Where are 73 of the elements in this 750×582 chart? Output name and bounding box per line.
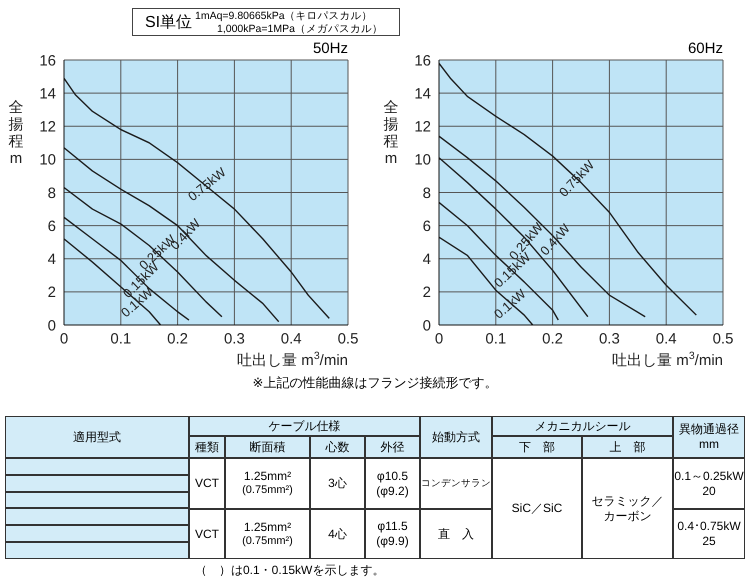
x-tick-label: 0.3 (224, 330, 245, 348)
text: 上 部 (610, 440, 646, 454)
text: 異物通過径 (679, 422, 739, 437)
text: メカニカルシール (534, 418, 630, 434)
x-tick-label: 0 (60, 330, 68, 348)
text: 下 部 (519, 440, 555, 454)
y-tick-label: 8 (48, 184, 56, 202)
text: 0.1～0.25kW (674, 468, 744, 484)
text: 20 (702, 484, 716, 498)
y-tick-label: 4 (48, 251, 56, 268)
text: φ10.5 (376, 468, 408, 484)
x-tick-label: 0.2 (542, 330, 564, 348)
text: (0.75mm²) (242, 534, 293, 548)
text: 0.4･0.75kW (677, 519, 741, 534)
text: （ ）は0.1・0.15kWを示します。 (195, 562, 384, 579)
text: SiC／SiC (512, 501, 562, 516)
y-tick-label: 0 (422, 317, 431, 334)
y-tick-label: 10 (39, 152, 56, 169)
text: 始動方式 (432, 430, 480, 444)
y-tick-label: 14 (414, 85, 431, 102)
y-tick-label: 4 (422, 251, 431, 268)
text: φ11.5 (377, 519, 408, 534)
text: 1mAq=9.80665kPa（キロパスカル） (195, 9, 373, 23)
chart-title: 60Hz (688, 40, 723, 57)
x-tick-label: 0.5 (338, 330, 358, 348)
chart-title: 50Hz (312, 40, 348, 57)
text: (0.75mm²) (242, 484, 293, 498)
text: SI単位 (145, 13, 192, 33)
text: ※上記の性能曲線はフランジ接続形です。 (252, 374, 498, 392)
y-tick-label: 8 (422, 184, 431, 202)
x-tick-label: 0.3 (598, 330, 620, 348)
y-tick-label: 6 (422, 218, 431, 235)
y-tick-label: 12 (39, 118, 56, 136)
text: mm (699, 437, 719, 452)
y-tick-label: 2 (422, 284, 431, 302)
text: セラミック／カーボン (591, 494, 664, 524)
x-tick-label: 0.1 (110, 330, 132, 348)
text: 25 (702, 534, 716, 549)
text: 種類 (195, 440, 219, 454)
x-tick-label: 0 (434, 330, 444, 348)
x-axis-title: 吐出し量 m$^{3}$/min (237, 350, 348, 369)
y-tick-label: 0 (48, 317, 56, 334)
text: (φ9.2) (376, 484, 409, 498)
x-tick-label: 0.2 (167, 330, 188, 348)
text: 1.25mm² (244, 469, 292, 484)
y-tick-label: 6 (48, 218, 56, 235)
y-tick-label: 16 (414, 52, 431, 70)
y-tick-label: 16 (39, 52, 56, 70)
y-tick-label: 12 (414, 118, 431, 136)
text: 直 入 (438, 526, 474, 542)
text: 1,000kPa=1MPa（メガパスカル） (217, 22, 383, 36)
x-tick-label: 0.5 (712, 330, 734, 348)
y-tick-label: 2 (48, 284, 56, 302)
y-tick-label: 10 (414, 152, 431, 169)
text: VCT (195, 476, 219, 491)
y-axis-title: 全揚程 m (8, 99, 24, 167)
text: 心数 (326, 440, 350, 454)
text: 4心 (328, 526, 347, 542)
text: ケーブル仕様 (268, 418, 340, 434)
text: コンデンサラン (421, 478, 491, 490)
text: (φ9.9) (376, 534, 409, 549)
text: 外径 (380, 440, 404, 454)
text: 断面積 (250, 440, 286, 454)
x-axis-title: 吐出し量 m$^{3}$/min (612, 350, 723, 369)
x-tick-label: 0.4 (280, 330, 302, 348)
text: 適用型式 (73, 430, 121, 444)
x-tick-label: 0.4 (656, 330, 677, 348)
text: 1.25mm² (244, 520, 292, 535)
x-tick-label: 0.1 (485, 330, 506, 348)
y-axis-title: 全揚程 m (384, 99, 398, 167)
text: 3心 (328, 476, 347, 491)
y-tick-label: 14 (39, 85, 56, 102)
text: VCT (195, 526, 219, 542)
